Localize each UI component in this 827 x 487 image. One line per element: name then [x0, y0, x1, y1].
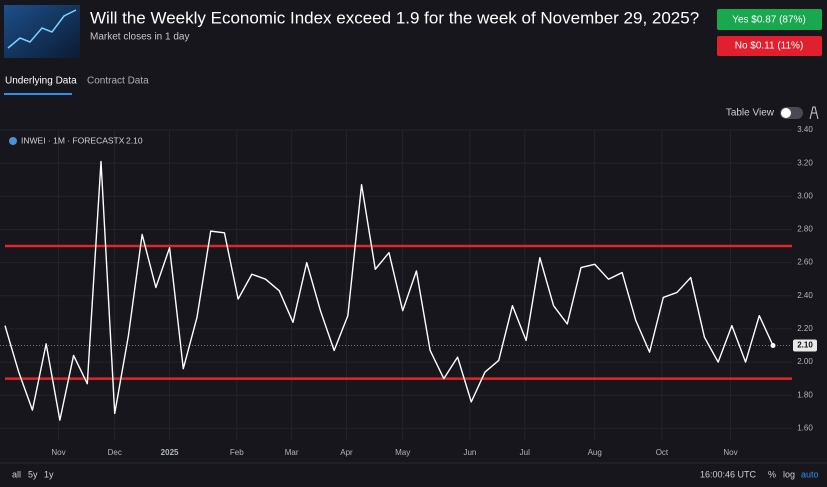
range-button[interactable]: 5y: [28, 469, 38, 479]
legend-value: 2.10: [126, 135, 143, 145]
range-button[interactable]: all: [12, 469, 21, 479]
x-tick-label: Aug: [588, 448, 602, 457]
percent-toggle[interactable]: %: [768, 469, 776, 479]
chart-icon[interactable]: [809, 106, 819, 120]
y-tick-label: 2.40: [797, 291, 813, 300]
x-tick-label: Jul: [520, 448, 530, 457]
x-tick-label: Jun: [463, 448, 476, 457]
last-value-label: 2.10: [797, 341, 813, 350]
y-tick-label: 2.60: [797, 258, 813, 267]
last-point: [770, 343, 776, 349]
log-toggle[interactable]: log: [783, 469, 795, 479]
thumbnail-graphic: [7, 9, 77, 49]
legend-icon: [9, 137, 17, 145]
x-tick-label: Nov: [51, 448, 65, 457]
title: Will the Weekly Economic Index exceed 1.…: [90, 8, 699, 27]
x-tick-label: 2025: [161, 448, 179, 457]
x-tick-label: Mar: [285, 448, 299, 457]
tab[interactable]: Contract Data: [87, 76, 149, 87]
x-tick-label: Dec: [108, 448, 122, 457]
y-tick-label: 3.40: [797, 125, 813, 134]
y-tick-label: 3.00: [797, 191, 813, 200]
table-view-label: Table View: [726, 108, 775, 119]
series-line: [4, 160, 774, 421]
legend: INWEI · 1M · FORECASTX: [21, 135, 125, 145]
x-tick-label: Nov: [723, 448, 737, 457]
auto-toggle[interactable]: auto: [801, 469, 819, 479]
x-tick-label: Feb: [230, 448, 244, 457]
no-button[interactable]: [717, 36, 822, 56]
subtitle: Market closes in 1 day: [90, 32, 190, 43]
y-tick-label: 2.00: [797, 357, 813, 366]
tab[interactable]: Underlying Data: [5, 76, 77, 87]
y-tick-label: 1.60: [797, 424, 813, 433]
y-tick-label: 2.20: [797, 324, 813, 333]
x-tick-label: Apr: [340, 448, 353, 457]
last-value-box: [793, 339, 817, 352]
tab-underline: [4, 93, 72, 95]
y-tick-label: 1.80: [797, 390, 813, 399]
y-tick-label: 2.80: [797, 225, 813, 234]
clock: 16:00:46 UTC: [700, 469, 757, 479]
yes-button[interactable]: [717, 9, 822, 30]
x-tick-label: May: [395, 448, 410, 457]
yes-button-label[interactable]: Yes $0.87 (87%): [732, 15, 806, 26]
x-tick-label: Oct: [656, 448, 669, 457]
y-tick-label: 3.20: [797, 158, 813, 167]
toggle-knob: [781, 108, 791, 118]
range-button[interactable]: 1y: [44, 469, 54, 479]
no-button-label[interactable]: No $0.11 (11%): [735, 41, 804, 52]
